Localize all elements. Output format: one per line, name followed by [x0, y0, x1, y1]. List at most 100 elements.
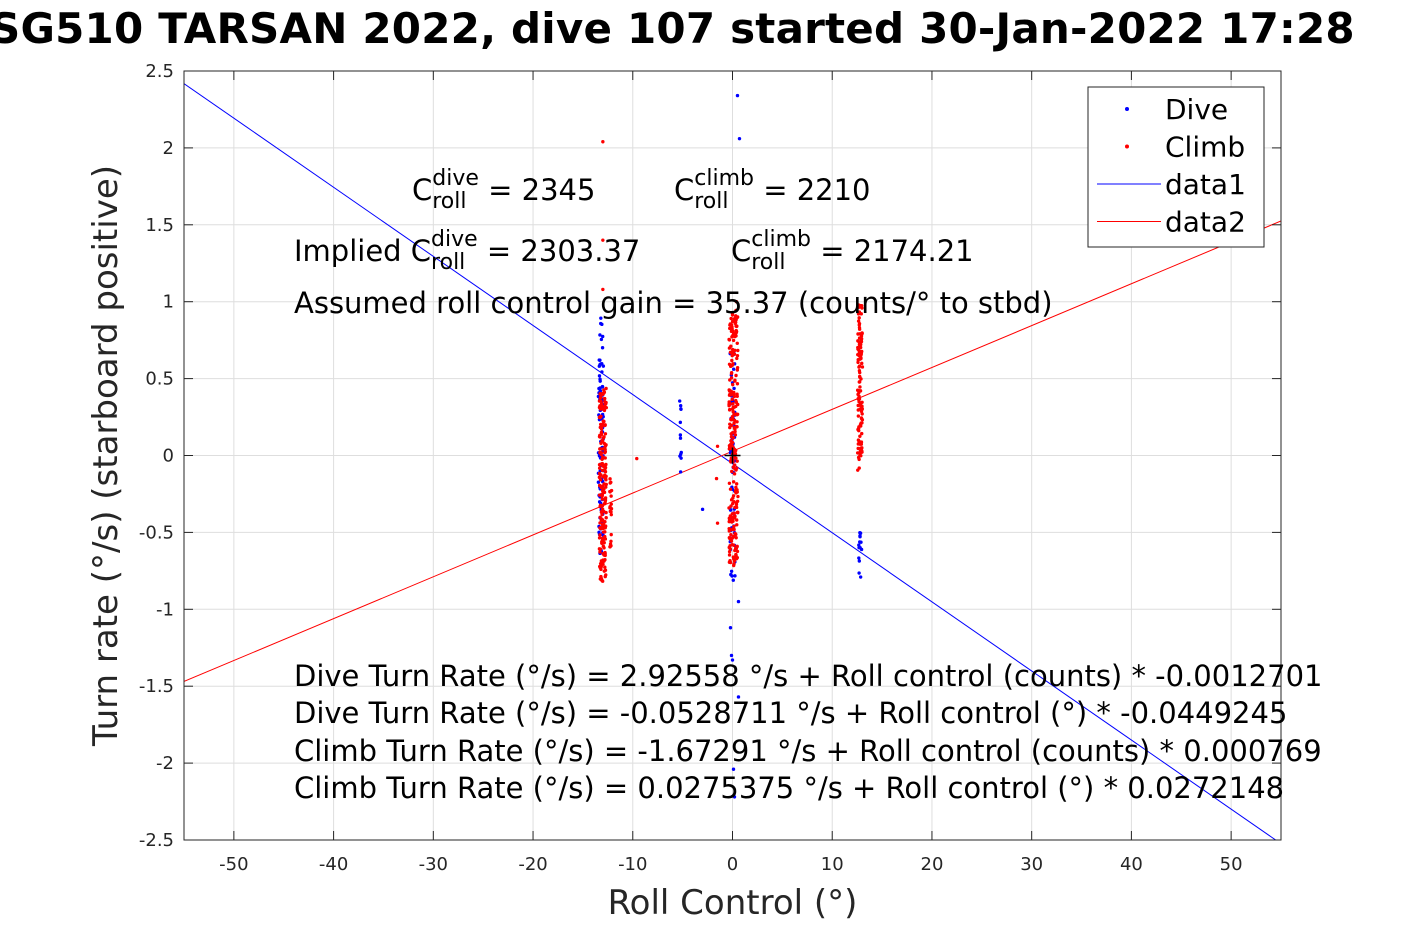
data-point-dive	[857, 543, 861, 547]
data-point-climb	[602, 502, 607, 506]
data-point-climb	[732, 527, 736, 532]
data-point-climb	[727, 447, 732, 451]
data-point-dive	[859, 547, 864, 552]
legend-marker-dive	[1125, 107, 1129, 111]
data-point-dive	[733, 574, 737, 578]
data-point-climb	[735, 368, 740, 372]
sup-climb: climb	[694, 166, 754, 191]
data-point-climb	[735, 523, 739, 527]
data-point-climb	[858, 385, 862, 389]
data-point-climb	[735, 353, 740, 358]
data-point-dive	[728, 626, 733, 630]
data-point-climb	[736, 348, 740, 353]
data-point-climb	[598, 533, 602, 537]
data-point-climb	[603, 401, 607, 405]
data-point-climb	[857, 397, 862, 401]
implied-prefix: Implied	[294, 234, 411, 268]
data-point-climb	[733, 433, 738, 437]
data-point-climb	[856, 408, 860, 412]
fit-line-data1	[184, 83, 1277, 840]
data-point-climb	[729, 439, 733, 443]
data-point-climb	[731, 382, 735, 387]
data-point-dive	[729, 569, 734, 574]
data-point-climb	[735, 549, 740, 554]
data-point-climb	[856, 442, 861, 446]
data-point-climb	[734, 518, 739, 522]
data-point-dive	[678, 436, 683, 440]
data-point-climb	[729, 392, 733, 396]
data-point-climb	[598, 415, 602, 420]
y-tick-label: -1.5	[139, 676, 174, 697]
data-point-climb	[601, 436, 606, 440]
data-point-dive	[732, 367, 736, 371]
data-point-climb	[860, 361, 864, 366]
data-point-climb	[859, 355, 863, 360]
gain-annotation: Assumed roll control gain = 35.37 (count…	[294, 286, 1053, 320]
data-point-dive	[596, 480, 601, 484]
data-point-dive	[859, 540, 863, 544]
data-point-climb	[601, 538, 605, 543]
data-point-climb	[609, 512, 614, 517]
data-point-climb	[735, 459, 739, 463]
y-tick-label: -2.5	[139, 830, 174, 851]
x-tick-label: -10	[618, 854, 647, 875]
data-point-climb	[601, 489, 605, 493]
data-point-climb	[598, 515, 602, 520]
data-point-climb	[857, 336, 862, 340]
data-point-climb	[860, 431, 864, 436]
data-point-climb	[729, 533, 733, 537]
data-point-climb	[732, 524, 736, 529]
legend-label: data1	[1165, 168, 1246, 201]
data-point-climb	[734, 482, 739, 486]
data-point-climb	[603, 423, 607, 427]
data-point-climb	[733, 427, 737, 431]
legend-label: data2	[1165, 206, 1246, 239]
y-tick-label: 0	[163, 446, 174, 467]
data-point-dive	[597, 374, 602, 378]
data-point-dive	[598, 386, 602, 390]
data-point-climb	[608, 509, 612, 514]
data-point-climb	[715, 444, 720, 448]
implied-climb-value: = 2174.21	[820, 234, 974, 268]
data-point-climb	[856, 403, 860, 408]
data-point-climb	[714, 476, 719, 481]
data-point-climb	[600, 468, 604, 473]
c-letter: C	[410, 234, 432, 268]
y-tick-label: 2.5	[145, 61, 174, 82]
data-point-climb	[598, 473, 603, 478]
legend: Dive Climb data1 data2	[1087, 86, 1265, 248]
data-point-climb	[859, 416, 864, 420]
y-tick-label: -0.5	[139, 522, 174, 543]
data-point-climb	[735, 544, 739, 549]
legend-marker-climb	[1125, 144, 1129, 149]
data-point-climb	[857, 316, 861, 320]
data-point-climb	[857, 369, 862, 373]
data-point-climb	[602, 446, 607, 450]
data-point-climb	[733, 321, 737, 326]
data-point-dive	[678, 399, 682, 403]
data-point-dive	[731, 767, 736, 771]
data-point-climb	[735, 420, 739, 424]
data-point-climb	[734, 373, 738, 378]
data-point-climb	[603, 496, 608, 500]
data-point-climb	[599, 441, 603, 445]
data-point-climb	[734, 328, 738, 333]
data-point-climb	[735, 356, 739, 361]
data-point-climb	[731, 401, 735, 406]
data-point-climb	[860, 407, 864, 411]
data-point-climb	[729, 539, 734, 543]
data-point-climb	[598, 547, 603, 551]
data-point-climb	[603, 432, 608, 436]
data-point-climb	[860, 450, 864, 454]
data-point-climb	[734, 331, 738, 335]
data-point-dive	[597, 500, 602, 504]
data-point-climb	[857, 390, 861, 395]
data-point-climb	[603, 465, 607, 470]
data-point-climb	[731, 501, 735, 506]
data-point-climb	[601, 140, 605, 144]
data-point-climb	[733, 379, 737, 383]
data-point-climb	[608, 489, 612, 494]
data-point-climb	[609, 494, 613, 498]
